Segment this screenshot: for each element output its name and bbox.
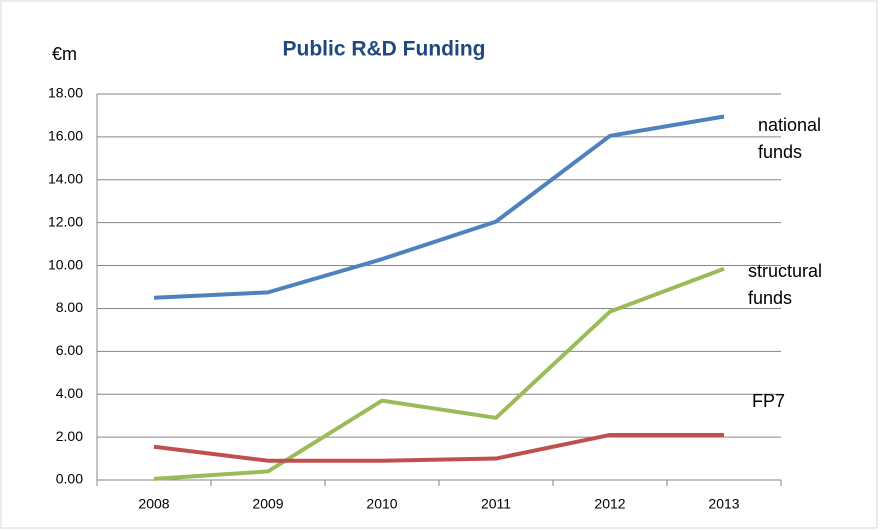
y-tick-label: 2.00 bbox=[56, 428, 83, 444]
x-tick-label: 2008 bbox=[138, 496, 169, 512]
chart-title: Public R&D Funding bbox=[283, 38, 486, 61]
y-tick-label: 8.00 bbox=[56, 299, 83, 315]
y-tick-label: 10.00 bbox=[48, 256, 83, 272]
x-tick-label: 2009 bbox=[252, 496, 283, 512]
series-label: structural funds bbox=[748, 261, 823, 308]
x-tick-label: 2012 bbox=[594, 496, 625, 512]
y-tick-label: 0.00 bbox=[56, 471, 83, 487]
series-line bbox=[153, 266, 725, 481]
series-label: FP7 bbox=[752, 391, 786, 411]
x-tick-label: 2011 bbox=[481, 496, 511, 512]
series-line bbox=[153, 432, 724, 463]
y-tick-label: 16.00 bbox=[48, 128, 83, 144]
y-tick-label: 14.00 bbox=[48, 170, 83, 186]
y-tick-label: 6.00 bbox=[56, 342, 83, 358]
series-line bbox=[153, 114, 725, 300]
x-tick-label: 2013 bbox=[708, 496, 739, 512]
y-axis-label: €m bbox=[52, 44, 77, 64]
y-tick-label: 12.00 bbox=[48, 213, 83, 229]
series-label: national funds bbox=[758, 115, 822, 162]
y-tick-label: 18.00 bbox=[48, 85, 83, 101]
y-tick-label: 4.00 bbox=[56, 385, 83, 401]
x-tick-label: 2010 bbox=[366, 496, 397, 512]
